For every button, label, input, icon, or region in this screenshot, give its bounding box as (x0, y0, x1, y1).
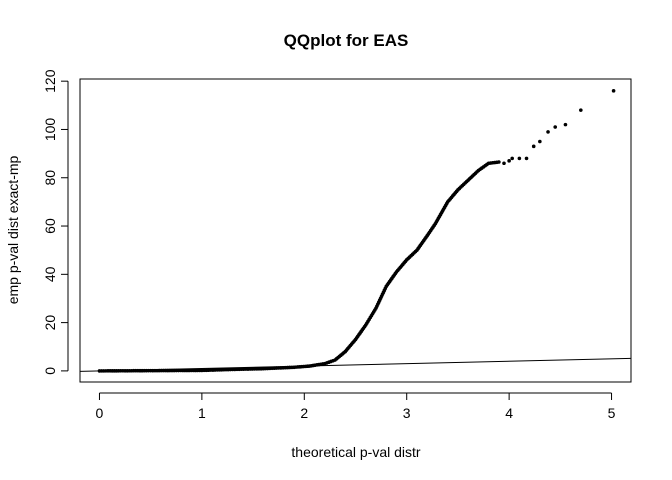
y-axis-label: emp p-val dist exact-mp (5, 155, 21, 304)
y-tick-label: 80 (42, 170, 58, 186)
x-tick-label: 0 (96, 405, 104, 421)
data-point (524, 156, 529, 161)
data-points (97, 89, 616, 373)
data-point (538, 139, 542, 144)
x-tick-label: 2 (300, 405, 308, 421)
x-tick-label: 1 (198, 405, 206, 421)
y-tick-label: 0 (42, 367, 58, 375)
data-point (507, 159, 511, 163)
y-tick-label: 20 (42, 315, 58, 331)
chart-title: QQplot for EAS (284, 31, 409, 50)
reference-line (79, 357, 632, 372)
y-tick-label: 60 (42, 218, 58, 234)
y-axis: 0 20 40 60 80 100 120 (42, 69, 69, 375)
plot-frame (79, 78, 632, 383)
x-tick-label: 5 (608, 405, 616, 421)
data-point (531, 144, 536, 149)
data-point (611, 89, 616, 93)
x-axis: 0 1 2 3 4 5 (96, 392, 616, 421)
x-tick-label: 4 (505, 405, 513, 421)
data-point (546, 130, 550, 134)
data-point (563, 122, 568, 127)
data-point (517, 156, 522, 161)
data-point (553, 125, 558, 129)
x-axis-label: theoretical p-val distr (291, 444, 421, 460)
y-tick-label: 40 (42, 266, 58, 282)
reference-line-group (79, 357, 632, 372)
data-point (502, 161, 506, 166)
data-point (497, 160, 501, 164)
y-tick-label: 120 (42, 69, 58, 93)
x-tick-label: 3 (403, 405, 411, 421)
data-point (579, 108, 583, 112)
data-point (510, 156, 514, 161)
y-tick-label: 100 (42, 118, 58, 142)
